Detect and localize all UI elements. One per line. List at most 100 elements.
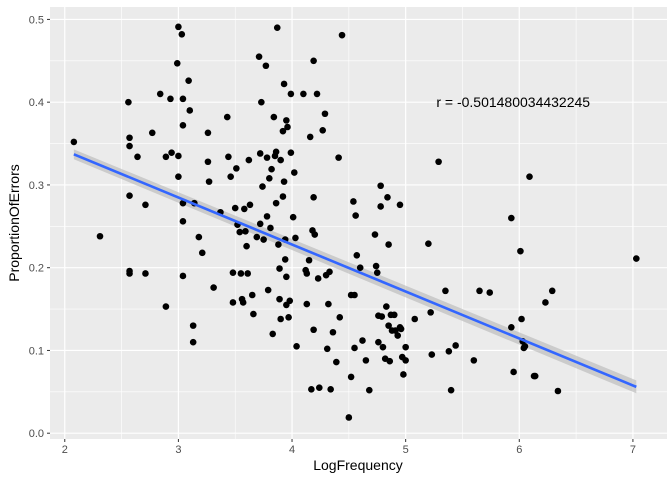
data-point [517,247,524,255]
data-point [264,286,272,294]
data-point [508,323,515,331]
data-point [204,158,212,166]
data-point [427,309,434,316]
data-point [280,178,288,185]
data-point [351,344,358,352]
data-point [231,204,239,212]
data-point [338,31,346,39]
data-point [267,224,274,232]
data-point [276,265,283,272]
data-point [241,205,248,213]
y-tick-label: 0.3 [29,180,44,192]
data-point [263,154,271,161]
data-point [272,199,280,207]
x-axis-title: LogFrequency [313,457,403,473]
data-point [392,327,399,334]
data-point [394,332,402,339]
data-point [229,299,237,306]
data-point [168,149,175,156]
data-point [442,287,449,295]
x-tick-label: 2 [62,444,68,456]
data-point [396,201,404,209]
data-point [554,387,562,395]
data-point [229,269,237,276]
data-point [386,357,394,365]
data-point [167,95,174,103]
data-point [189,322,197,329]
data-point [287,149,295,156]
data-point [397,325,405,333]
data-point [179,272,187,280]
x-tick-label: 7 [630,444,636,456]
data-point [313,90,321,98]
data-point [385,322,392,329]
data-point [277,156,284,164]
data-point [175,173,182,180]
data-point [425,240,432,247]
data-point [70,138,78,146]
data-point [242,227,249,235]
data-point [175,152,182,160]
y-tick-label: 0.0 [29,428,44,440]
data-point [310,326,317,334]
data-point [248,291,256,299]
data-point [548,287,556,295]
data-point [470,357,478,364]
data-point [148,129,156,137]
data-point [179,95,187,103]
data-point [362,357,370,364]
data-point [227,173,234,180]
data-point [308,386,315,393]
data-point [447,386,455,394]
data-point [521,343,529,350]
x-tick-label: 5 [403,444,409,456]
data-points [70,23,640,421]
data-point [291,169,298,176]
data-point [633,255,640,262]
data-point [246,201,254,209]
data-point [134,153,141,161]
data-point [210,284,217,291]
data-point [319,127,327,134]
data-point [283,273,290,281]
data-point [293,343,300,350]
data-point [335,154,342,161]
data-point [270,113,278,121]
data-point [306,133,314,141]
major-gridlines [50,7,667,439]
data-point [347,373,355,381]
data-point [198,249,206,257]
data-point [223,113,231,121]
data-point [173,59,181,67]
data-point [266,175,273,182]
data-point [365,386,373,394]
data-point [323,345,331,353]
data-point [279,193,287,200]
data-point [327,386,334,393]
data-point [275,241,282,248]
x-tick-label: 4 [289,444,295,456]
regression-line [73,153,637,389]
data-point [353,251,361,259]
data-point [260,236,267,243]
data-point [325,300,332,308]
data-point [268,165,275,173]
data-point [281,256,289,263]
data-point [276,295,283,303]
correlation-annotation: r = -0.501480034432245 [436,94,590,110]
data-point [373,269,381,276]
data-point [185,77,192,84]
data-point [256,150,264,157]
data-point [179,218,187,225]
axes: 2 3 4 5 6 7 0.0 0.1 0.2 0.3 0.4 0.5 [29,14,636,456]
data-point [263,213,271,220]
data-point [243,242,250,250]
data-point [244,270,252,277]
data-point [375,338,382,346]
x-tick-label: 3 [175,444,181,456]
data-point [476,287,483,295]
data-point [162,303,170,310]
data-point [239,299,247,306]
data-point [526,173,533,180]
